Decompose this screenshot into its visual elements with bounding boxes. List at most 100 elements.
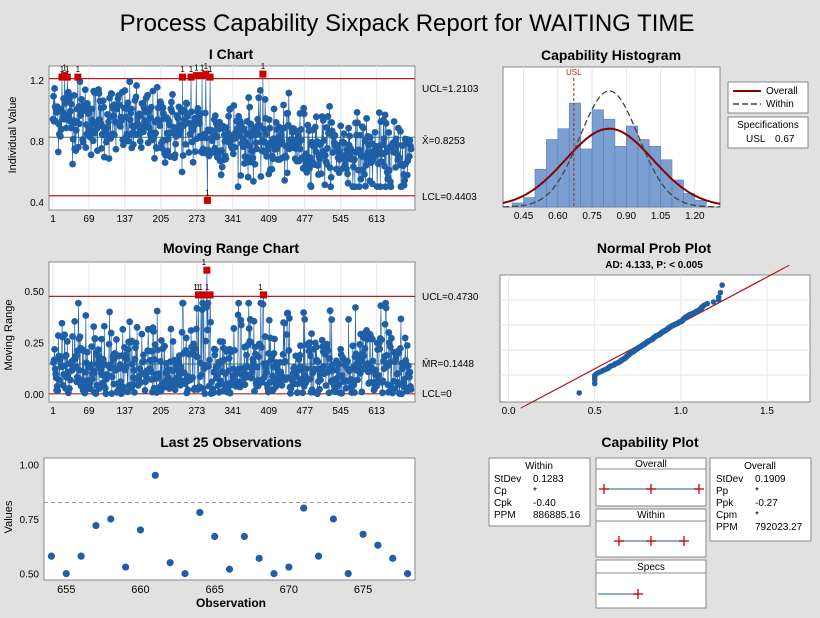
last25-point <box>77 552 85 560</box>
histogram-bar <box>603 118 616 208</box>
i-chart-point <box>256 86 264 94</box>
i-chart-point <box>326 103 333 110</box>
mr-chart-flag-label: 1 <box>198 283 203 292</box>
mr-chart-point <box>368 335 376 343</box>
i-chart-point <box>218 147 226 154</box>
i-chart-point <box>362 182 369 190</box>
mr-chart-point <box>269 372 276 380</box>
i-chart-point <box>331 131 339 139</box>
i-chart-point <box>178 168 186 176</box>
i-chart-point <box>161 159 169 167</box>
i-chart-point <box>381 111 389 119</box>
i-chart-point <box>99 97 107 105</box>
mr-chart-point <box>245 325 253 332</box>
i-chart-flag-label: 1 <box>200 64 205 73</box>
i-chart-point <box>381 162 388 170</box>
i-chart-point <box>278 131 285 139</box>
i-chart-point <box>153 144 161 152</box>
i-chart-point <box>145 124 153 132</box>
mr-chart-point <box>189 374 197 381</box>
normal-prob-point <box>717 289 724 296</box>
mr-chart-point <box>383 351 391 359</box>
mr-chart-point <box>373 382 381 390</box>
mr-chart-point <box>87 361 95 369</box>
i-chart-point <box>76 120 83 128</box>
mr-chart-point <box>107 329 115 337</box>
i-chart-point <box>395 154 403 162</box>
mr-chart-point <box>169 338 177 345</box>
specs-interval-box <box>595 559 707 609</box>
mr-chart-point <box>92 390 100 397</box>
mr-chart-point <box>245 299 253 307</box>
normal-prob-point <box>715 294 722 300</box>
mr-chart-flag-label: 1 <box>193 283 198 292</box>
i-chart-title: I Chart <box>209 46 254 62</box>
legend-overall-label: Overall <box>766 86 798 97</box>
mr-chart-point <box>154 346 162 354</box>
i-chart-point <box>185 149 193 156</box>
mr-chart-point <box>113 336 120 343</box>
i-chart-point <box>140 128 147 136</box>
i-chart-point <box>67 107 74 115</box>
i-chart-point <box>188 108 195 116</box>
mr-chart-point <box>182 334 190 342</box>
mr-chart-point <box>391 385 399 392</box>
overall-stat-key: Ppk <box>716 498 734 509</box>
i-chart-point <box>168 98 175 106</box>
last25-point <box>255 554 263 562</box>
i-chart-point <box>189 158 197 166</box>
mr-chart-point <box>377 336 385 344</box>
overall-stat-value: * <box>755 486 759 497</box>
normal-prob-x-tick-label: 1.0 <box>674 406 688 417</box>
i-chart-point <box>159 104 167 112</box>
mr-chart-point <box>250 358 257 366</box>
last25-point <box>136 526 145 534</box>
mr-chart-point <box>388 334 395 342</box>
i-chart-point <box>126 78 134 86</box>
i-chart-point <box>69 135 77 143</box>
i-chart-point <box>380 135 388 143</box>
i-chart-point <box>147 114 155 122</box>
i-chart-point <box>230 102 238 109</box>
mr-chart-point <box>76 366 83 374</box>
mr-chart-point <box>361 345 369 352</box>
i-chart-point <box>133 82 140 89</box>
mr-chart-point <box>241 381 249 389</box>
mr-chart-point <box>191 345 199 352</box>
i-chart-point <box>385 166 393 174</box>
mr-chart-point <box>150 328 157 335</box>
mr-chart-x-tick-label: 409 <box>260 406 277 417</box>
i-chart-point <box>223 124 230 132</box>
mr-chart-point <box>105 340 113 348</box>
mr-chart-point <box>65 385 73 392</box>
within-stat-key: Cpk <box>494 498 513 509</box>
i-chart-point <box>100 103 108 111</box>
mr-chart-point <box>205 362 212 370</box>
mr-chart-x-tick-label: 545 <box>332 406 349 417</box>
i-chart-point <box>355 183 363 191</box>
i-chart-flagged-point <box>179 73 187 81</box>
i-chart-flagged-point <box>74 73 82 81</box>
capability-plot: Capability Plot Within StDev 0.1283 Cp * Cpk… <box>488 434 812 609</box>
i-chart-point <box>261 96 269 103</box>
i-chart-point <box>300 104 308 112</box>
i-chart-point <box>164 135 172 143</box>
mr-chart-point <box>129 381 137 389</box>
i-chart-point <box>344 170 351 178</box>
i-chart-point <box>263 152 271 160</box>
mr-chart-point <box>337 345 345 353</box>
within-stats-title: Within <box>525 461 553 472</box>
mr-chart-point <box>55 376 63 384</box>
mr-chart-point <box>293 389 301 397</box>
mr-chart-point <box>323 340 331 348</box>
i-chart-point <box>116 123 124 130</box>
mr-chart-lcl-label: LCL=0 <box>422 389 452 400</box>
mr-chart-point <box>381 320 389 328</box>
mr-chart-point <box>101 384 109 392</box>
i-chart-point <box>366 134 374 141</box>
last25-point <box>344 570 352 578</box>
mr-chart-point <box>201 390 209 398</box>
mr-chart-point <box>322 382 330 389</box>
i-chart-point <box>382 119 390 127</box>
